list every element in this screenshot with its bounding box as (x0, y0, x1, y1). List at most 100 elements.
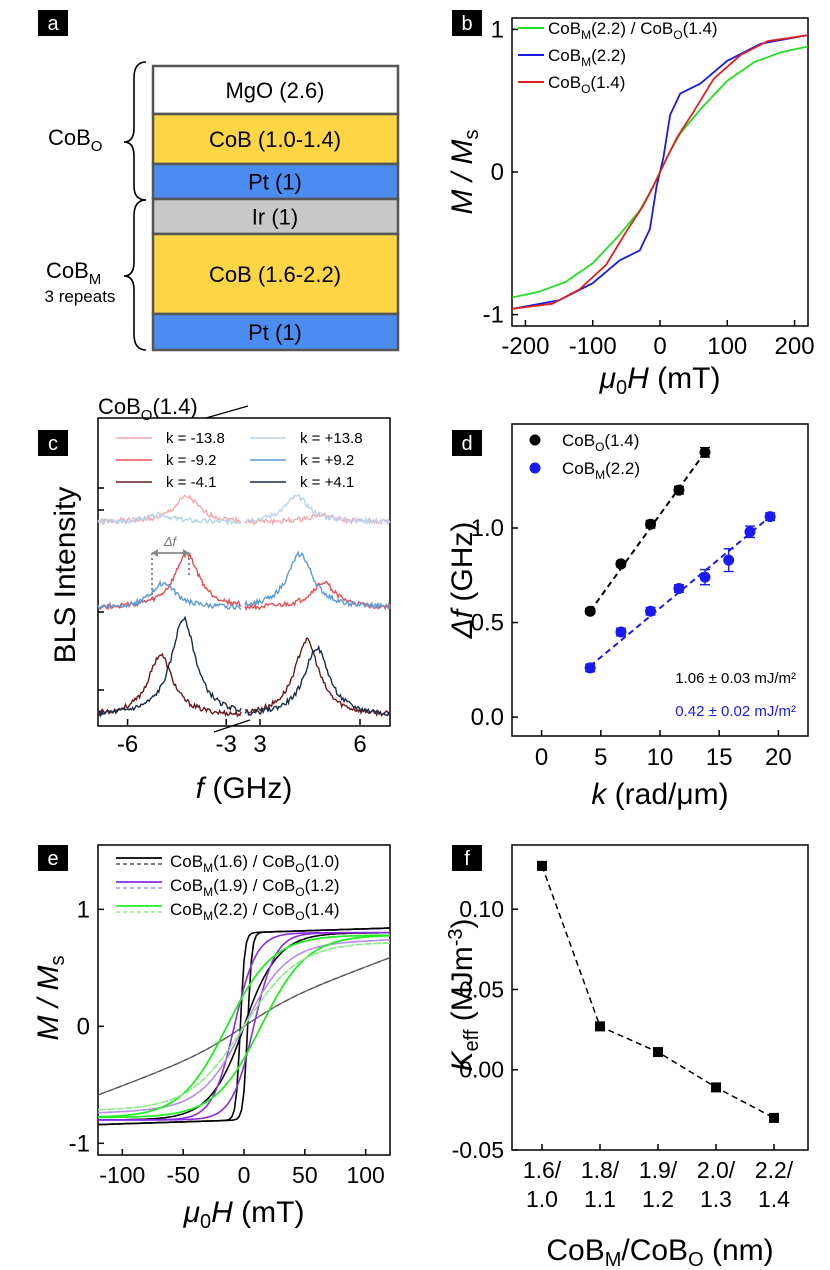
axis-break-bottom-c (213, 719, 251, 733)
ylabel-f: Keff (MJm-3) (445, 919, 483, 1072)
series-c-right-3 (244, 550, 391, 610)
xtick-label-c-r-1: 6 (353, 731, 366, 758)
layer-label-4: CoB (1.6-2.2) (209, 262, 341, 287)
series-c-left-3 (97, 580, 242, 611)
plot-area-f (537, 860, 779, 1123)
xtick-label-d-1: 5 (594, 744, 607, 771)
brace-bottom (123, 199, 147, 351)
series-e-2-solid-up (98, 934, 390, 1118)
point-d-1-2 (645, 605, 657, 617)
ytick-label-b-0: -1 (483, 302, 504, 329)
plot-frame-d (511, 423, 809, 737)
layer-rect-0 (151, 64, 400, 116)
legend-label-b-0: CoBM(2.2) / CoBO(1.4) (548, 19, 718, 42)
panel-c: CoBO(1.4) c -6 -3 3 6 k = -13.8 k = +13.8k =… (38, 394, 391, 805)
group-bottom-note: 3 repeats (45, 287, 116, 306)
point-f-0 (537, 860, 547, 871)
xtick-label-d-2: 10 (647, 744, 674, 771)
point-d-1-5 (723, 554, 735, 566)
layer-label-3: Ir (1) (252, 205, 298, 230)
point-d-0-4 (699, 446, 711, 458)
xtick-label-f-top-4: 2.2/ (755, 1157, 794, 1183)
layer-rect-1 (151, 112, 400, 166)
legend-label-c-4: k = -4.1 (166, 474, 216, 491)
xtick-label-e-1: -50 (167, 1162, 200, 1188)
axes-d: 0 5 10 15 20 0.0 0.5 1.0 (471, 515, 792, 771)
layer-rect-2 (151, 162, 400, 201)
ylabel-e: M / Ms (32, 956, 69, 1041)
series-e-1-dashed-up (98, 939, 390, 1114)
legend-marker-d-1 (529, 462, 541, 474)
point-d-0-0 (584, 605, 596, 617)
legend-d: CoBO(1.4) CoBM(2.2) (529, 431, 640, 482)
plot-frame-c (97, 417, 391, 727)
panel-label-c-bg (38, 430, 68, 456)
xtick-label-b-4: 200 (775, 333, 815, 360)
xtick-label-f-bottom-0: 1.0 (526, 1186, 558, 1212)
ytick-label-e-2: 1 (77, 896, 90, 923)
annotation-d-2: 0.42 ± 0.02 mJ/m² (675, 703, 796, 720)
legend-label-c-1: k = +13.8 (300, 430, 363, 447)
xlabel-f: CoBM/CoBO (nm) (546, 1234, 773, 1270)
panel-label-e-bg (38, 845, 68, 871)
xtick-label-b-1: -100 (569, 333, 617, 360)
fit-line-d-1 (589, 515, 771, 667)
delta-f-label: Δf (163, 534, 178, 549)
xlabel-c: f (GHz) (196, 772, 293, 805)
layer-label-0: MgO (2.6) (225, 78, 324, 103)
point-d-1-1 (615, 626, 627, 638)
series-e-1-solid-down (98, 931, 390, 1121)
panel-label-f: f (464, 848, 470, 870)
layer-label-1: CoB (1.0-1.4) (209, 127, 341, 152)
layer-rect-5 (151, 312, 400, 352)
ytick-label-e-0: -1 (69, 1130, 90, 1157)
ytick-label-f-3: 0.10 (459, 896, 504, 922)
legend-label-e-1: CoBM(1.9) / CoBO(1.2) (170, 876, 340, 899)
ytick-label-f-0: -0.05 (452, 1137, 504, 1163)
panel-label-a-bg (38, 10, 68, 36)
legend-label-c-5: k = +4.1 (300, 474, 354, 491)
xtick-label-e-2: 0 (238, 1162, 251, 1188)
xtick-label-f-bottom-1: 1.1 (584, 1186, 616, 1212)
legend-label-e-2: CoBM(2.2) / CoBO(1.4) (170, 900, 340, 923)
plot-area-b (512, 34, 808, 310)
ytick-label-d-0: 0.0 (471, 704, 504, 731)
ytick-label-b-2: 1 (491, 16, 504, 43)
panel-a: a MgO (2.6) CoB (1.0-1.4) Pt (1) Ir (1) CoB … (38, 10, 400, 352)
legend-label-c-3: k = +9.2 (300, 452, 354, 469)
xtick-label-f-top-3: 2.0/ (697, 1157, 736, 1183)
legend-label-d-0: CoBO(1.4) (562, 431, 639, 454)
series-c-left-1 (97, 511, 242, 527)
point-f-3 (711, 1082, 721, 1093)
group-top-label: CoBO (48, 125, 102, 155)
annotation-d-1: 1.06 ± 0.03 mJ/m² (675, 670, 796, 687)
xtick-label-e-0: -100 (99, 1162, 145, 1188)
axes-c: -6 -3 3 6 (98, 487, 367, 758)
panel-label-b-bg (452, 10, 482, 36)
series-c-right-1 (244, 493, 391, 526)
xlabel-e: μ0H (mT) (183, 1196, 305, 1233)
panel-label-d-bg (452, 430, 482, 456)
legend-label-c-2: k = -9.2 (166, 452, 216, 469)
plot-frame-f (511, 844, 809, 1151)
xlabel-b: μ0H (mT) (599, 362, 721, 399)
panel-label-a: a (47, 13, 59, 35)
line-f (541, 865, 775, 1119)
legend-label-e-0: CoBM(1.6) / CoBO(1.0) (170, 852, 340, 875)
series-c-left-4 (97, 652, 242, 718)
xtick-label-f-bottom-4: 1.4 (758, 1186, 790, 1212)
series-c-left-5 (97, 615, 242, 718)
series-c-right-5 (244, 644, 391, 717)
xtick-label-c-l-0: -6 (117, 731, 138, 758)
axes-f: -0.05 0.00 0.05 0.10 1.6/1.0 1.8/1.1 1.9/1.2 2.… (452, 896, 794, 1212)
plot-area-c (97, 493, 391, 718)
panel-label-b: b (461, 13, 472, 35)
legend-c: k = -13.8 k = +13.8 k = -9.2 k = +9.2 k = -4… (116, 430, 363, 491)
legend-label-d-1: CoBM(2.2) (562, 459, 640, 482)
legend-e: CoBM(1.6) / CoBO(1.0)CoBM(1.9) / CoBO(1.… (116, 852, 340, 923)
panel-f: f -0.05 0.00 0.05 0.10 1.6/1.0 1.8/1.1 1.9/1.2… (445, 844, 809, 1270)
plot-area-d (584, 446, 776, 674)
xtick-label-d-3: 15 (706, 744, 733, 771)
axes-e: -100 -50 0 50 100 -1 0 1 (69, 896, 385, 1188)
